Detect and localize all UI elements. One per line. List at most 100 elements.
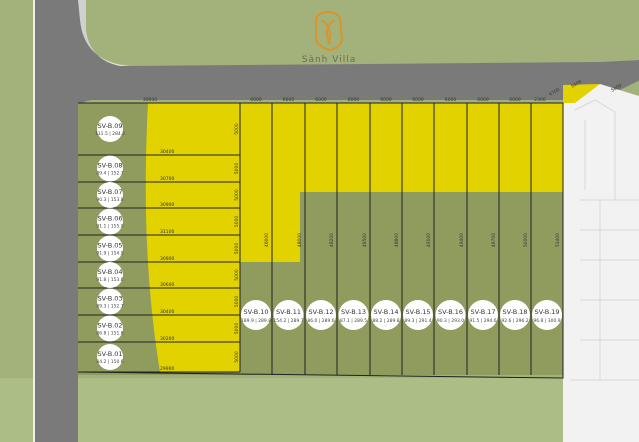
lot-sv-b.11[interactable]: 48000 SV-B.11 154.2 | 289.7 <box>273 103 306 375</box>
lot-depth: 5000 <box>234 189 240 201</box>
lot-depth: 48200 <box>329 233 335 247</box>
dim-top-segment: 6000 <box>283 97 295 103</box>
lot-area: 89.3 | 152.7 <box>96 304 123 310</box>
lot-name: SV-B.15 <box>405 308 430 316</box>
lot-label-circle <box>532 300 562 330</box>
lot-label-circle <box>435 300 466 330</box>
lot-depth: 49100 <box>426 233 432 247</box>
lot-depth: 46000 <box>264 233 270 247</box>
lot-area: 189.9 | 289.8 <box>241 318 271 324</box>
lot-name: SV-B.18 <box>502 308 527 316</box>
lot-sv-b.17[interactable]: 49700 SV-B.17 91.5 | 294.6 <box>468 103 500 375</box>
neighbor-area <box>563 84 639 442</box>
lot-label-circle <box>338 300 369 330</box>
dim-top-segment: 6000 <box>380 97 392 103</box>
lot-area: 131.5 | 284.2 <box>95 131 125 137</box>
lawn-bottom <box>0 378 639 442</box>
lot-width: 29900 <box>160 366 174 372</box>
lot-name: SV-B.13 <box>341 308 366 316</box>
lot-depth: 5000 <box>234 323 240 335</box>
dim-corner: 4700 <box>548 87 561 98</box>
lot-area: 89.3 | 291.4 <box>404 318 431 324</box>
dim-corner: 5800 <box>570 79 583 90</box>
lot-label-circle <box>241 300 271 330</box>
lot-sv-b.10[interactable]: 46000 SV-B.10 189.9 | 289.8 <box>241 103 273 375</box>
lot-label-circle <box>97 235 123 262</box>
road-top <box>78 0 639 442</box>
dim-top-segment: 6000 <box>445 97 457 103</box>
road-left <box>34 0 78 442</box>
lot-depth: 5000 <box>234 163 240 175</box>
dim-top-segment: 6000 <box>348 97 360 103</box>
lot-depth: 5000 <box>234 123 240 135</box>
lot-sv-b.19[interactable]: 51400 SV-B.19 96.8 | 300.9 <box>532 103 564 375</box>
lot-depth: 50000 <box>523 233 529 247</box>
lot-name: SV-B.02 <box>97 322 122 330</box>
lot-depth: 5000 <box>234 269 240 281</box>
lot-area: 86.0 | 289.6 <box>307 318 334 324</box>
dim-top-segment: 6000 <box>477 97 489 103</box>
lot-width: 30200 <box>160 336 174 342</box>
lot-sv-b.12[interactable]: 48200 SV-B.12 86.0 | 289.6 <box>306 103 338 375</box>
lot-width: 30400 <box>160 309 174 315</box>
lot-name: SV-B.08 <box>97 162 122 170</box>
lot-depth: 48000 <box>297 233 303 247</box>
lot-label-circle <box>97 288 123 315</box>
brand-logo-icon <box>315 10 344 52</box>
lot-depth: 48800 <box>394 233 400 247</box>
lot-label-circle <box>273 300 304 330</box>
lot-area: 84.2 | 150.6 <box>96 359 123 365</box>
lot-label-circle <box>403 300 433 330</box>
dim-top-main: 30000 <box>143 97 157 103</box>
lot-area: 87.1 | 289.5 <box>340 318 367 324</box>
lot-depth: 48500 <box>362 233 368 247</box>
lot-area: 96.8 | 300.9 <box>533 318 560 324</box>
lot-name: SV-B.11 <box>276 308 301 316</box>
lot-area: 92.6 | 296.2 <box>501 318 528 324</box>
lot-label-circle <box>97 155 123 182</box>
lot-area: 91.8 | 153.6 <box>96 277 123 283</box>
lot-depth: 5000 <box>234 351 240 363</box>
corner-available <box>563 84 600 103</box>
lot-area: 91.9 | 154.9 <box>96 251 123 257</box>
lot-sv-b.15[interactable]: 49100 SV-B.15 89.3 | 291.4 <box>403 103 435 375</box>
road-curb <box>78 0 130 66</box>
dim-top-segment: 6000 <box>315 97 327 103</box>
lot-name: SV-B.10 <box>243 308 268 316</box>
lot-area: 90.3 | 153.8 <box>96 197 123 203</box>
dim-corner: 5800 <box>610 83 623 94</box>
lot-area: 154.2 | 289.7 <box>273 318 303 324</box>
dim-top-segment: 6000 <box>250 97 262 103</box>
lot-area: 91.1 | 155.0 <box>96 224 123 230</box>
lot-label-circle <box>97 344 123 370</box>
lot-width: 30900 <box>160 202 174 208</box>
lot-label-circle <box>97 116 123 142</box>
lot-area: 91.5 | 294.6 <box>469 318 496 324</box>
neighbor-buildings <box>570 99 639 381</box>
lot-width: 30700 <box>160 176 174 182</box>
lot-sv-b.13[interactable]: 48500 SV-B.13 87.1 | 289.5 <box>338 103 371 375</box>
lot-label-circle <box>371 300 401 330</box>
lot-width: 30600 <box>160 282 174 288</box>
lot-name: SV-B.07 <box>97 188 122 196</box>
lot-sv-b.14[interactable]: 48800 SV-B.14 88.2 | 289.8 <box>371 103 403 375</box>
lot-depth: 49400 <box>459 233 465 247</box>
lot-name: SV-B.04 <box>97 268 122 276</box>
lot-width: 30900 <box>160 256 174 262</box>
lot-area: 89.4 | 152.7 <box>96 171 123 177</box>
dim-top-segment: 2300 <box>534 97 546 103</box>
lot-sv-b.16[interactable]: 49400 SV-B.16 90.3 | 293.0 <box>435 103 468 375</box>
lot-sv-b.18[interactable]: 50000 SV-B.18 92.6 | 296.2 <box>500 103 532 375</box>
lot-label-circle <box>97 208 123 235</box>
